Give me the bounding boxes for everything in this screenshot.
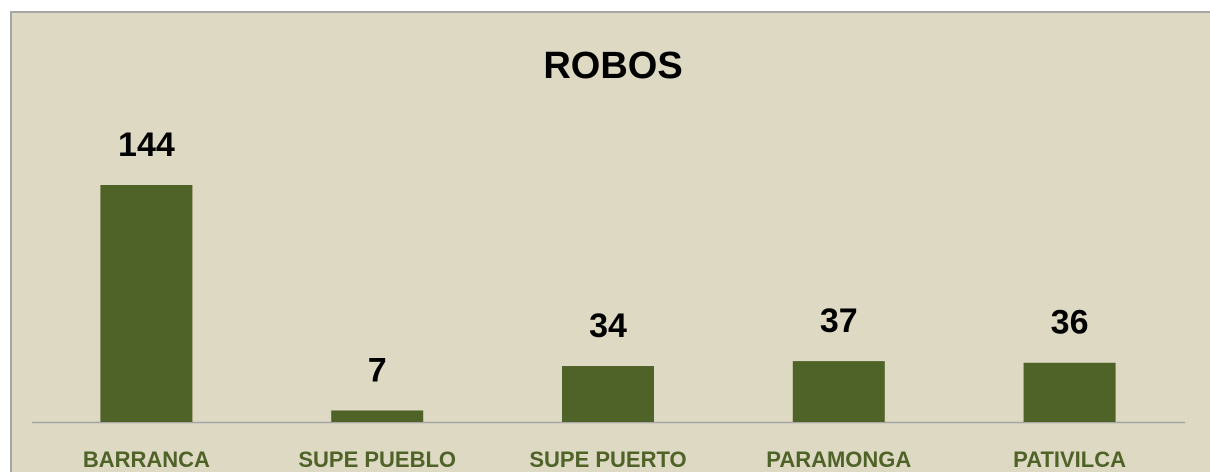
data-label: 7 <box>368 351 387 389</box>
chart-title: ROBOS <box>543 45 682 87</box>
x-tick-label: PARAMONGA <box>766 447 911 472</box>
data-label: 36 <box>1051 304 1089 342</box>
bar <box>562 366 654 422</box>
x-tick-label: SUPE PUERTO <box>529 447 686 472</box>
bar <box>331 410 424 422</box>
x-tick-label: SUPE PUEBLO <box>298 447 456 472</box>
data-label: 34 <box>589 307 627 345</box>
bar <box>1023 362 1116 422</box>
data-label: 37 <box>820 302 858 340</box>
bar <box>100 185 193 422</box>
bar <box>792 361 885 422</box>
data-label: 144 <box>118 126 175 164</box>
x-tick-label: PATIVILCA <box>1013 447 1126 472</box>
x-tick-label: BARRANCA <box>83 447 210 472</box>
